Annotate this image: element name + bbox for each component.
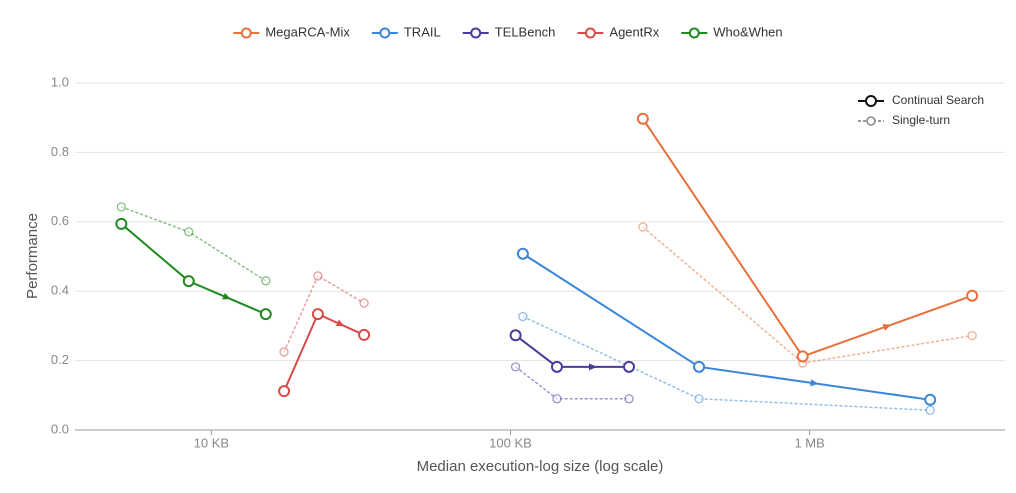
continual-point xyxy=(259,308,272,321)
direction-arrow xyxy=(588,363,597,371)
single-turn-point xyxy=(552,394,562,404)
style-legend-marker xyxy=(866,116,876,126)
direction-arrow xyxy=(882,324,892,331)
legend-label: AgentRx xyxy=(609,24,659,39)
x-tick-label: 1 MB xyxy=(794,435,824,450)
style-legend-marker xyxy=(865,95,877,107)
single-turn-point xyxy=(279,347,289,357)
single-turn-point xyxy=(116,202,126,212)
single-turn-point xyxy=(967,330,977,341)
single-turn-line xyxy=(522,315,931,411)
continual-line xyxy=(283,312,365,392)
y-tick-label: 0.2 xyxy=(51,352,69,367)
y-tick-label: 0.6 xyxy=(51,213,69,228)
continual-point xyxy=(516,247,529,260)
continual-line xyxy=(522,252,931,401)
continual-point xyxy=(924,393,937,406)
legend-swatch-marker xyxy=(240,27,252,39)
continual-point xyxy=(182,275,195,288)
direction-arrow xyxy=(335,319,345,327)
continual-line xyxy=(514,334,630,368)
legend-label: MegaRCA-Mix xyxy=(265,24,350,39)
single-turn-point xyxy=(694,394,704,404)
continual-point xyxy=(966,289,979,302)
single-turn-point xyxy=(313,271,323,281)
continual-point xyxy=(550,360,563,373)
y-axis-title: Performance xyxy=(24,213,41,299)
single-turn-point xyxy=(925,405,935,415)
single-turn-line xyxy=(121,206,267,282)
single-turn-point xyxy=(638,222,648,232)
style-legend-label: Single-turn xyxy=(892,113,950,127)
single-turn-point xyxy=(624,394,634,404)
single-turn-line xyxy=(283,274,365,353)
continual-line xyxy=(642,118,973,358)
y-tick-label: 0.8 xyxy=(51,144,69,159)
direction-arrow xyxy=(810,379,819,387)
y-tick-label: 1.0 xyxy=(51,74,69,89)
single-turn-line xyxy=(642,226,973,364)
continual-line xyxy=(120,223,267,316)
legend-swatch-marker xyxy=(688,27,700,39)
legend-label: TRAIL xyxy=(404,24,441,39)
legend-label: Who&When xyxy=(713,24,782,39)
continual-point xyxy=(278,385,291,398)
direction-arrow xyxy=(222,292,231,300)
legend-label: TELBench xyxy=(495,24,556,39)
legend-swatch-marker xyxy=(470,27,482,39)
continual-point xyxy=(509,329,522,342)
continual-point xyxy=(623,360,636,373)
single-turn-point xyxy=(261,276,271,286)
continual-point xyxy=(311,308,324,321)
single-turn-line xyxy=(515,366,630,400)
legend-swatch-marker xyxy=(379,27,391,39)
y-tick-label: 0.0 xyxy=(51,421,69,436)
x-tick-label: 10 KB xyxy=(194,435,229,450)
legend-swatch-marker xyxy=(584,27,596,39)
single-turn-point xyxy=(359,298,369,308)
single-turn-point xyxy=(510,362,521,372)
style-legend-label: Continual Search xyxy=(892,93,984,107)
legend: MegaRCA-Mix TRAIL TELBench AgentRx Who&When xyxy=(233,24,783,39)
continual-point xyxy=(636,112,649,125)
x-axis-title: Median execution-log size (log scale) xyxy=(417,458,664,475)
x-tick-label: 100 KB xyxy=(489,435,532,450)
single-turn-point xyxy=(518,311,528,322)
continual-point xyxy=(358,328,371,341)
continual-point xyxy=(693,360,706,373)
continual-point xyxy=(115,217,128,230)
y-tick-label: 0.4 xyxy=(51,283,69,298)
continual-point xyxy=(796,350,809,363)
single-turn-point xyxy=(184,227,194,237)
